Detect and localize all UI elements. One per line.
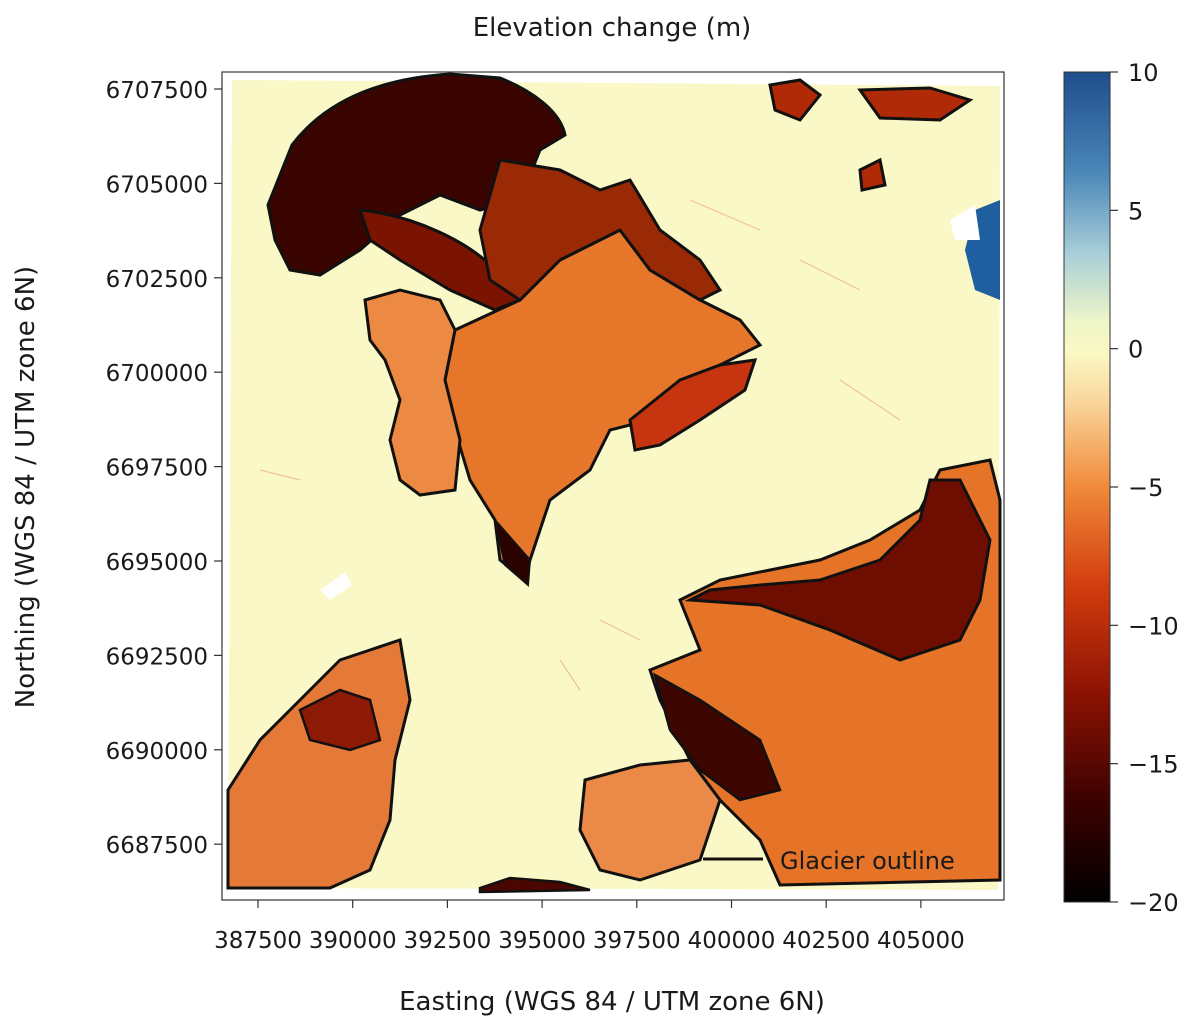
- colorbar-tick-label: −5: [1128, 474, 1163, 502]
- glacier-sw-dark: [298, 688, 382, 752]
- y-tick-label: 6705000: [106, 172, 208, 198]
- map-plot-area: [222, 72, 1004, 900]
- y-tick-label: 6700000: [106, 361, 208, 387]
- figure-title: Elevation change (m): [473, 13, 752, 43]
- nodata-patch-ne: [950, 205, 980, 240]
- x-tick-label: 397500: [593, 928, 681, 954]
- glacier-west-lobes: [363, 288, 462, 497]
- map-frame: [221, 71, 1005, 901]
- colorbar-tick-label: 5: [1128, 197, 1143, 225]
- x-tick-label: 390000: [309, 928, 397, 954]
- y-tick-label: 6697500: [106, 456, 208, 482]
- colorbar: 10 5 0 −5 −10 −15 −20: [1063, 59, 1179, 917]
- legend: Glacier outline: [703, 847, 955, 875]
- colorbar-ticks: 10 5 0 −5 −10 −15 −20: [1110, 59, 1179, 917]
- y-axis-ticks: 6707500 6705000 6702500 6700000 6697500 66950…: [106, 78, 222, 859]
- glacier-se-dark-flow: [684, 478, 992, 662]
- x-axis-ticks: 387500 390000 392500 395000 397500 400000 4025…: [214, 900, 965, 954]
- glacier-nw-branch: [357, 208, 523, 312]
- glacier-se-lower-flow: [653, 672, 782, 802]
- y-tick-label: 6707500: [106, 78, 208, 104]
- colorbar-tick-label: −10: [1128, 612, 1179, 640]
- legend-glacier-outline-label: Glacier outline: [780, 847, 955, 875]
- y-tick-label: 6702500: [106, 267, 208, 293]
- x-axis-label: Easting (WGS 84 / UTM zone 6N): [399, 987, 825, 1017]
- x-tick-label: 400000: [688, 928, 776, 954]
- y-tick-label: 6692500: [106, 644, 208, 670]
- y-tick-label: 6690000: [106, 739, 208, 765]
- glacier-central-east-arm: [628, 358, 758, 452]
- x-tick-label: 392500: [403, 928, 491, 954]
- x-tick-label: 387500: [214, 928, 302, 954]
- x-tick-label: 395000: [498, 928, 586, 954]
- glacier-s-lobe: [578, 758, 722, 882]
- glacier-central-tip: [494, 519, 532, 588]
- colorbar-gradient: [1063, 71, 1111, 903]
- glacier-s-bottom: [478, 876, 591, 894]
- glacier-ne-small: [768, 78, 974, 192]
- colorbar-tick-label: 10: [1128, 59, 1159, 87]
- glacier-central-north: [478, 158, 723, 302]
- x-tick-label: 402500: [782, 928, 870, 954]
- glacier-nw-tongue: [266, 72, 567, 277]
- y-tick-label: 6687500: [106, 833, 208, 859]
- y-tick-label: 6695000: [106, 550, 208, 576]
- surface-streaks: [259, 199, 901, 691]
- x-tick-label: 405000: [877, 928, 965, 954]
- colorbar-tick-label: −20: [1128, 889, 1179, 917]
- colorbar-tick-label: 0: [1128, 336, 1143, 364]
- y-axis-label: Northing (WGS 84 / UTM zone 6N): [11, 266, 41, 708]
- nodata-patch-w: [320, 572, 352, 600]
- colorbar-tick-label: −15: [1128, 751, 1179, 779]
